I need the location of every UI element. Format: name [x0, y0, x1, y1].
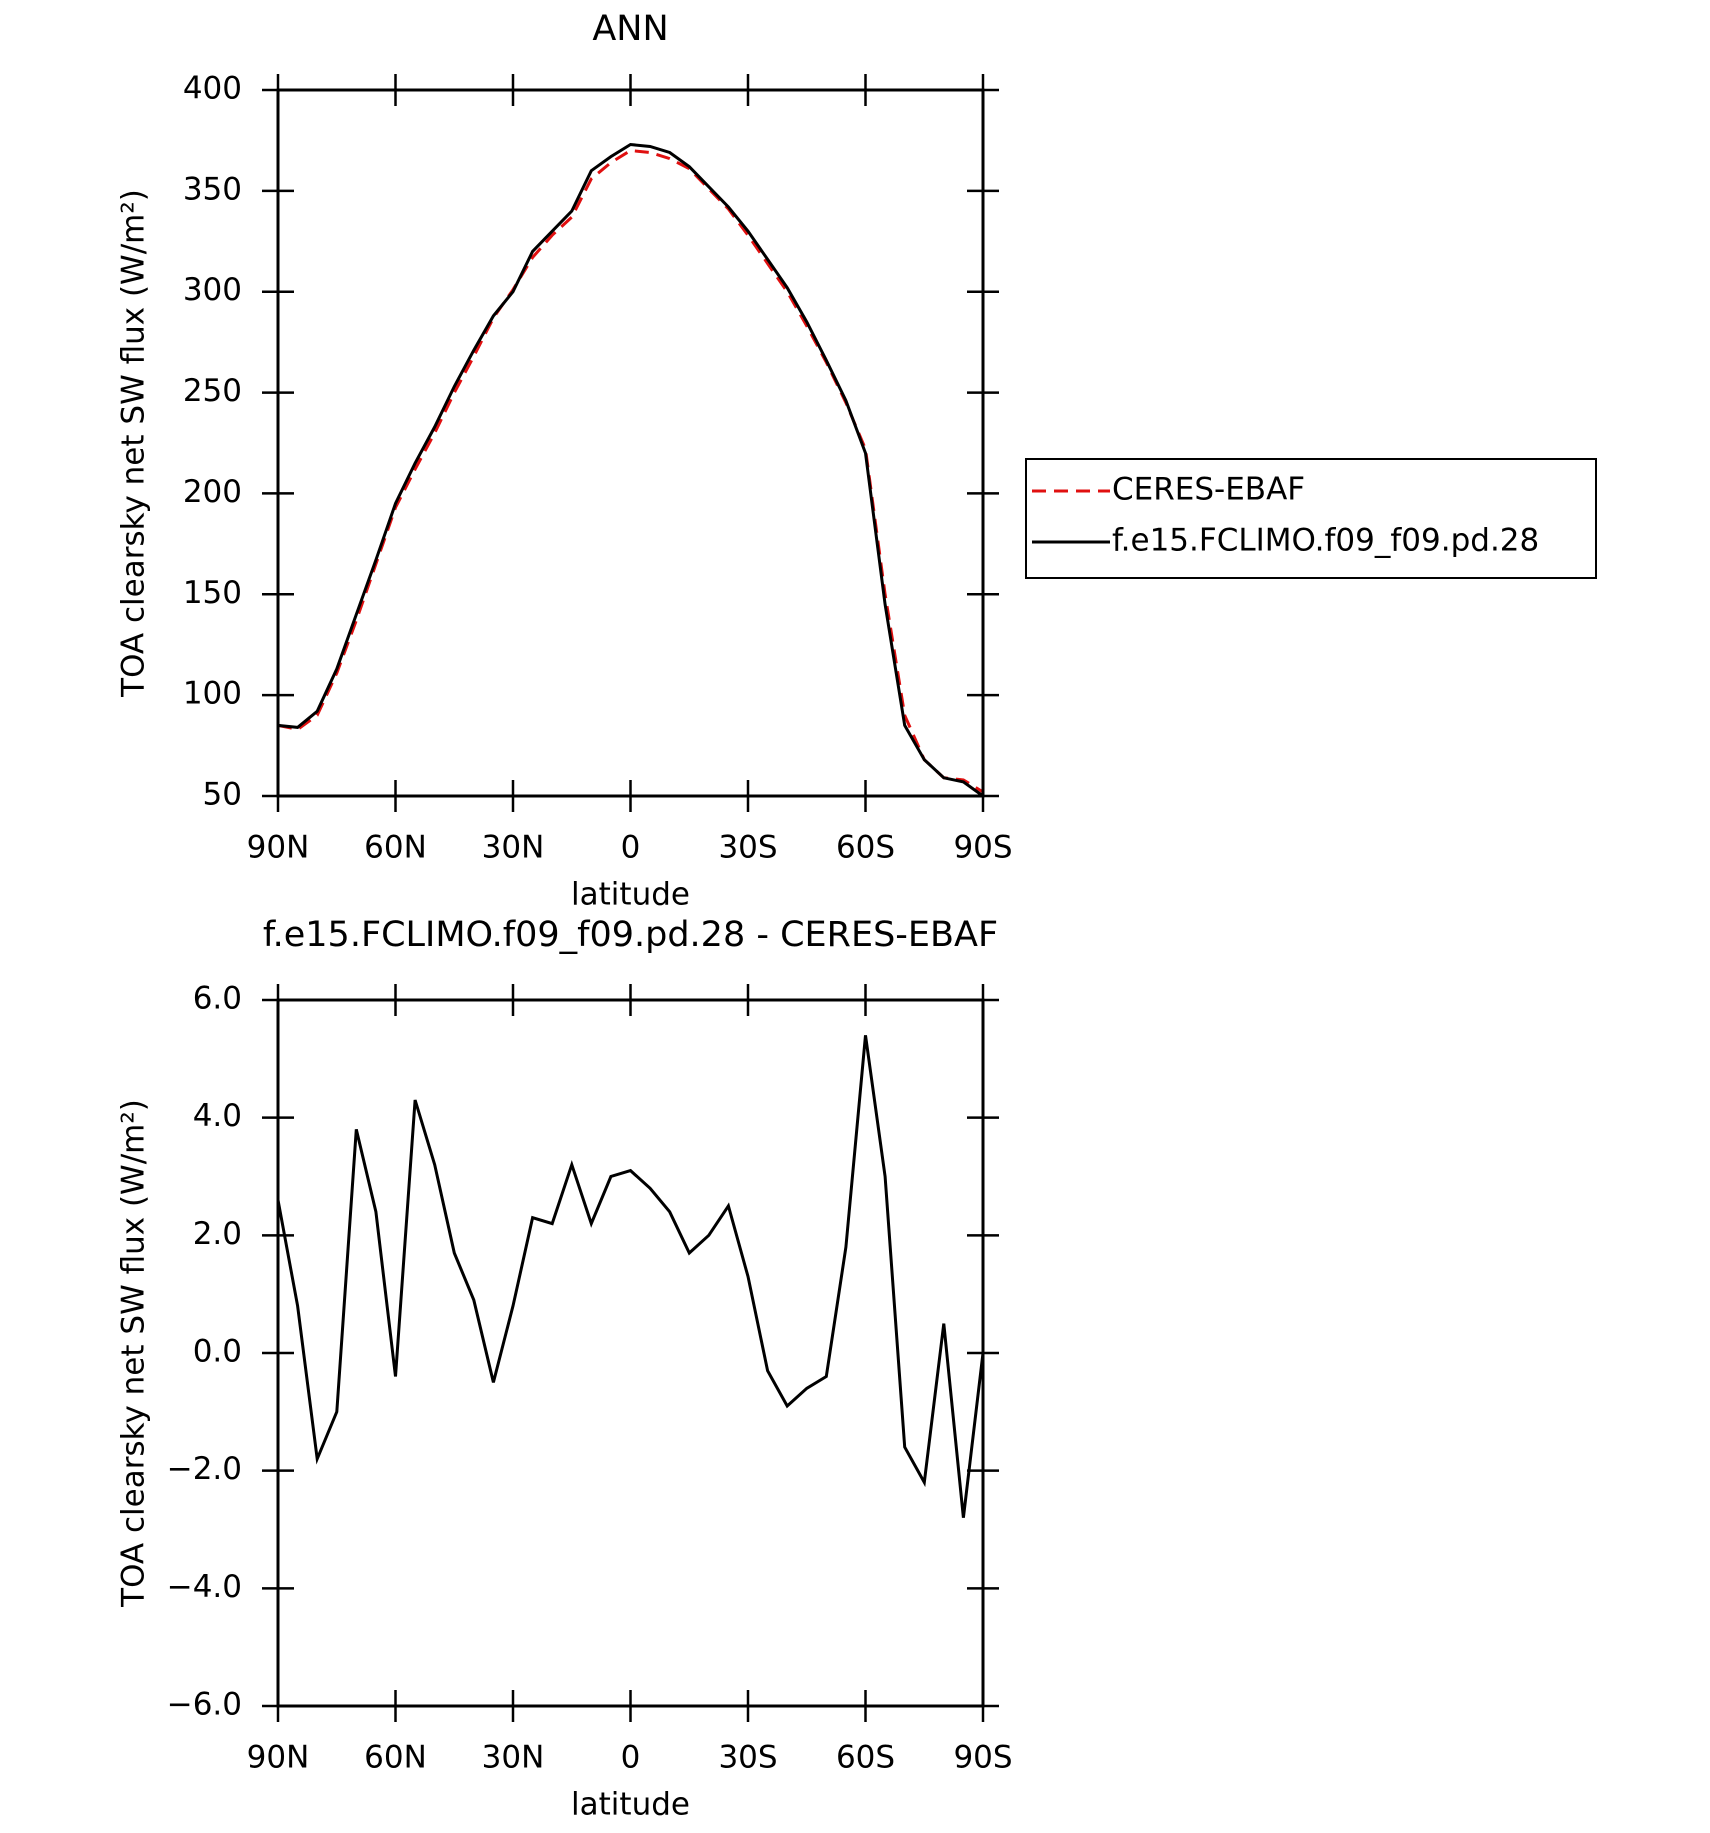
x-tick-label: 30N	[482, 830, 545, 866]
x-tick-label: 30S	[718, 1740, 777, 1776]
y-tick-label: 50	[203, 777, 242, 813]
x-tick-label: 90N	[247, 830, 310, 866]
y-tick-label: 150	[183, 575, 242, 611]
x-tick-label: 60N	[364, 830, 427, 866]
x-tick-label: 90S	[953, 830, 1012, 866]
y-tick-label: 4.0	[193, 1098, 242, 1134]
y-axis-label: TOA clearsky net SW flux (W/m²)	[116, 1099, 152, 1608]
x-tick-label: 0	[621, 830, 641, 866]
y-tick-label: 350	[183, 171, 242, 207]
plot-frame	[276, 998, 985, 1708]
x-axis-label: latitude	[571, 1787, 690, 1823]
y-tick-label: 2.0	[193, 1216, 242, 1252]
x-tick-label: 0	[621, 1740, 641, 1776]
y-tick-label: 6.0	[193, 981, 242, 1017]
y-tick-label: 250	[183, 373, 242, 409]
legend-label: f.e15.FCLIMO.f09_f09.pd.28	[1112, 523, 1539, 559]
y-tick-label: −2.0	[167, 1451, 242, 1487]
y-tick-label: 400	[183, 71, 242, 107]
data-line	[277, 142, 984, 798]
y-tick-label: 100	[183, 676, 242, 712]
y-tick-label: 300	[183, 272, 242, 308]
y-axis-label: TOA clearsky net SW flux (W/m²)	[116, 189, 152, 698]
chart-title: ANN	[592, 9, 668, 49]
legend: CERES-EBAF f.e15.FCLIMO.f09_f09.pd.28	[1025, 458, 1597, 579]
legend-label: CERES-EBAF	[1112, 472, 1305, 508]
x-tick-label: 30N	[482, 1740, 545, 1776]
x-tick-label: 90S	[953, 1740, 1012, 1776]
y-tick-label: −4.0	[167, 1569, 242, 1605]
y-tick-label: 0.0	[193, 1334, 242, 1370]
x-tick-label: 60N	[364, 1740, 427, 1776]
x-tick-label: 30S	[718, 830, 777, 866]
plot-frame	[276, 88, 985, 798]
chart-title: f.e15.FCLIMO.f09_f09.pd.28 - CERES-EBAF	[263, 915, 998, 955]
data-line	[276, 1035, 985, 1518]
data-line	[277, 148, 984, 794]
legend-box	[1025, 458, 1597, 579]
x-tick-label: 60S	[836, 830, 895, 866]
x-axis-label: latitude	[571, 877, 690, 913]
y-tick-label: −6.0	[167, 1687, 242, 1723]
x-tick-label: 60S	[836, 1740, 895, 1776]
x-tick-label: 90N	[247, 1740, 310, 1776]
y-tick-label: 200	[183, 474, 242, 510]
